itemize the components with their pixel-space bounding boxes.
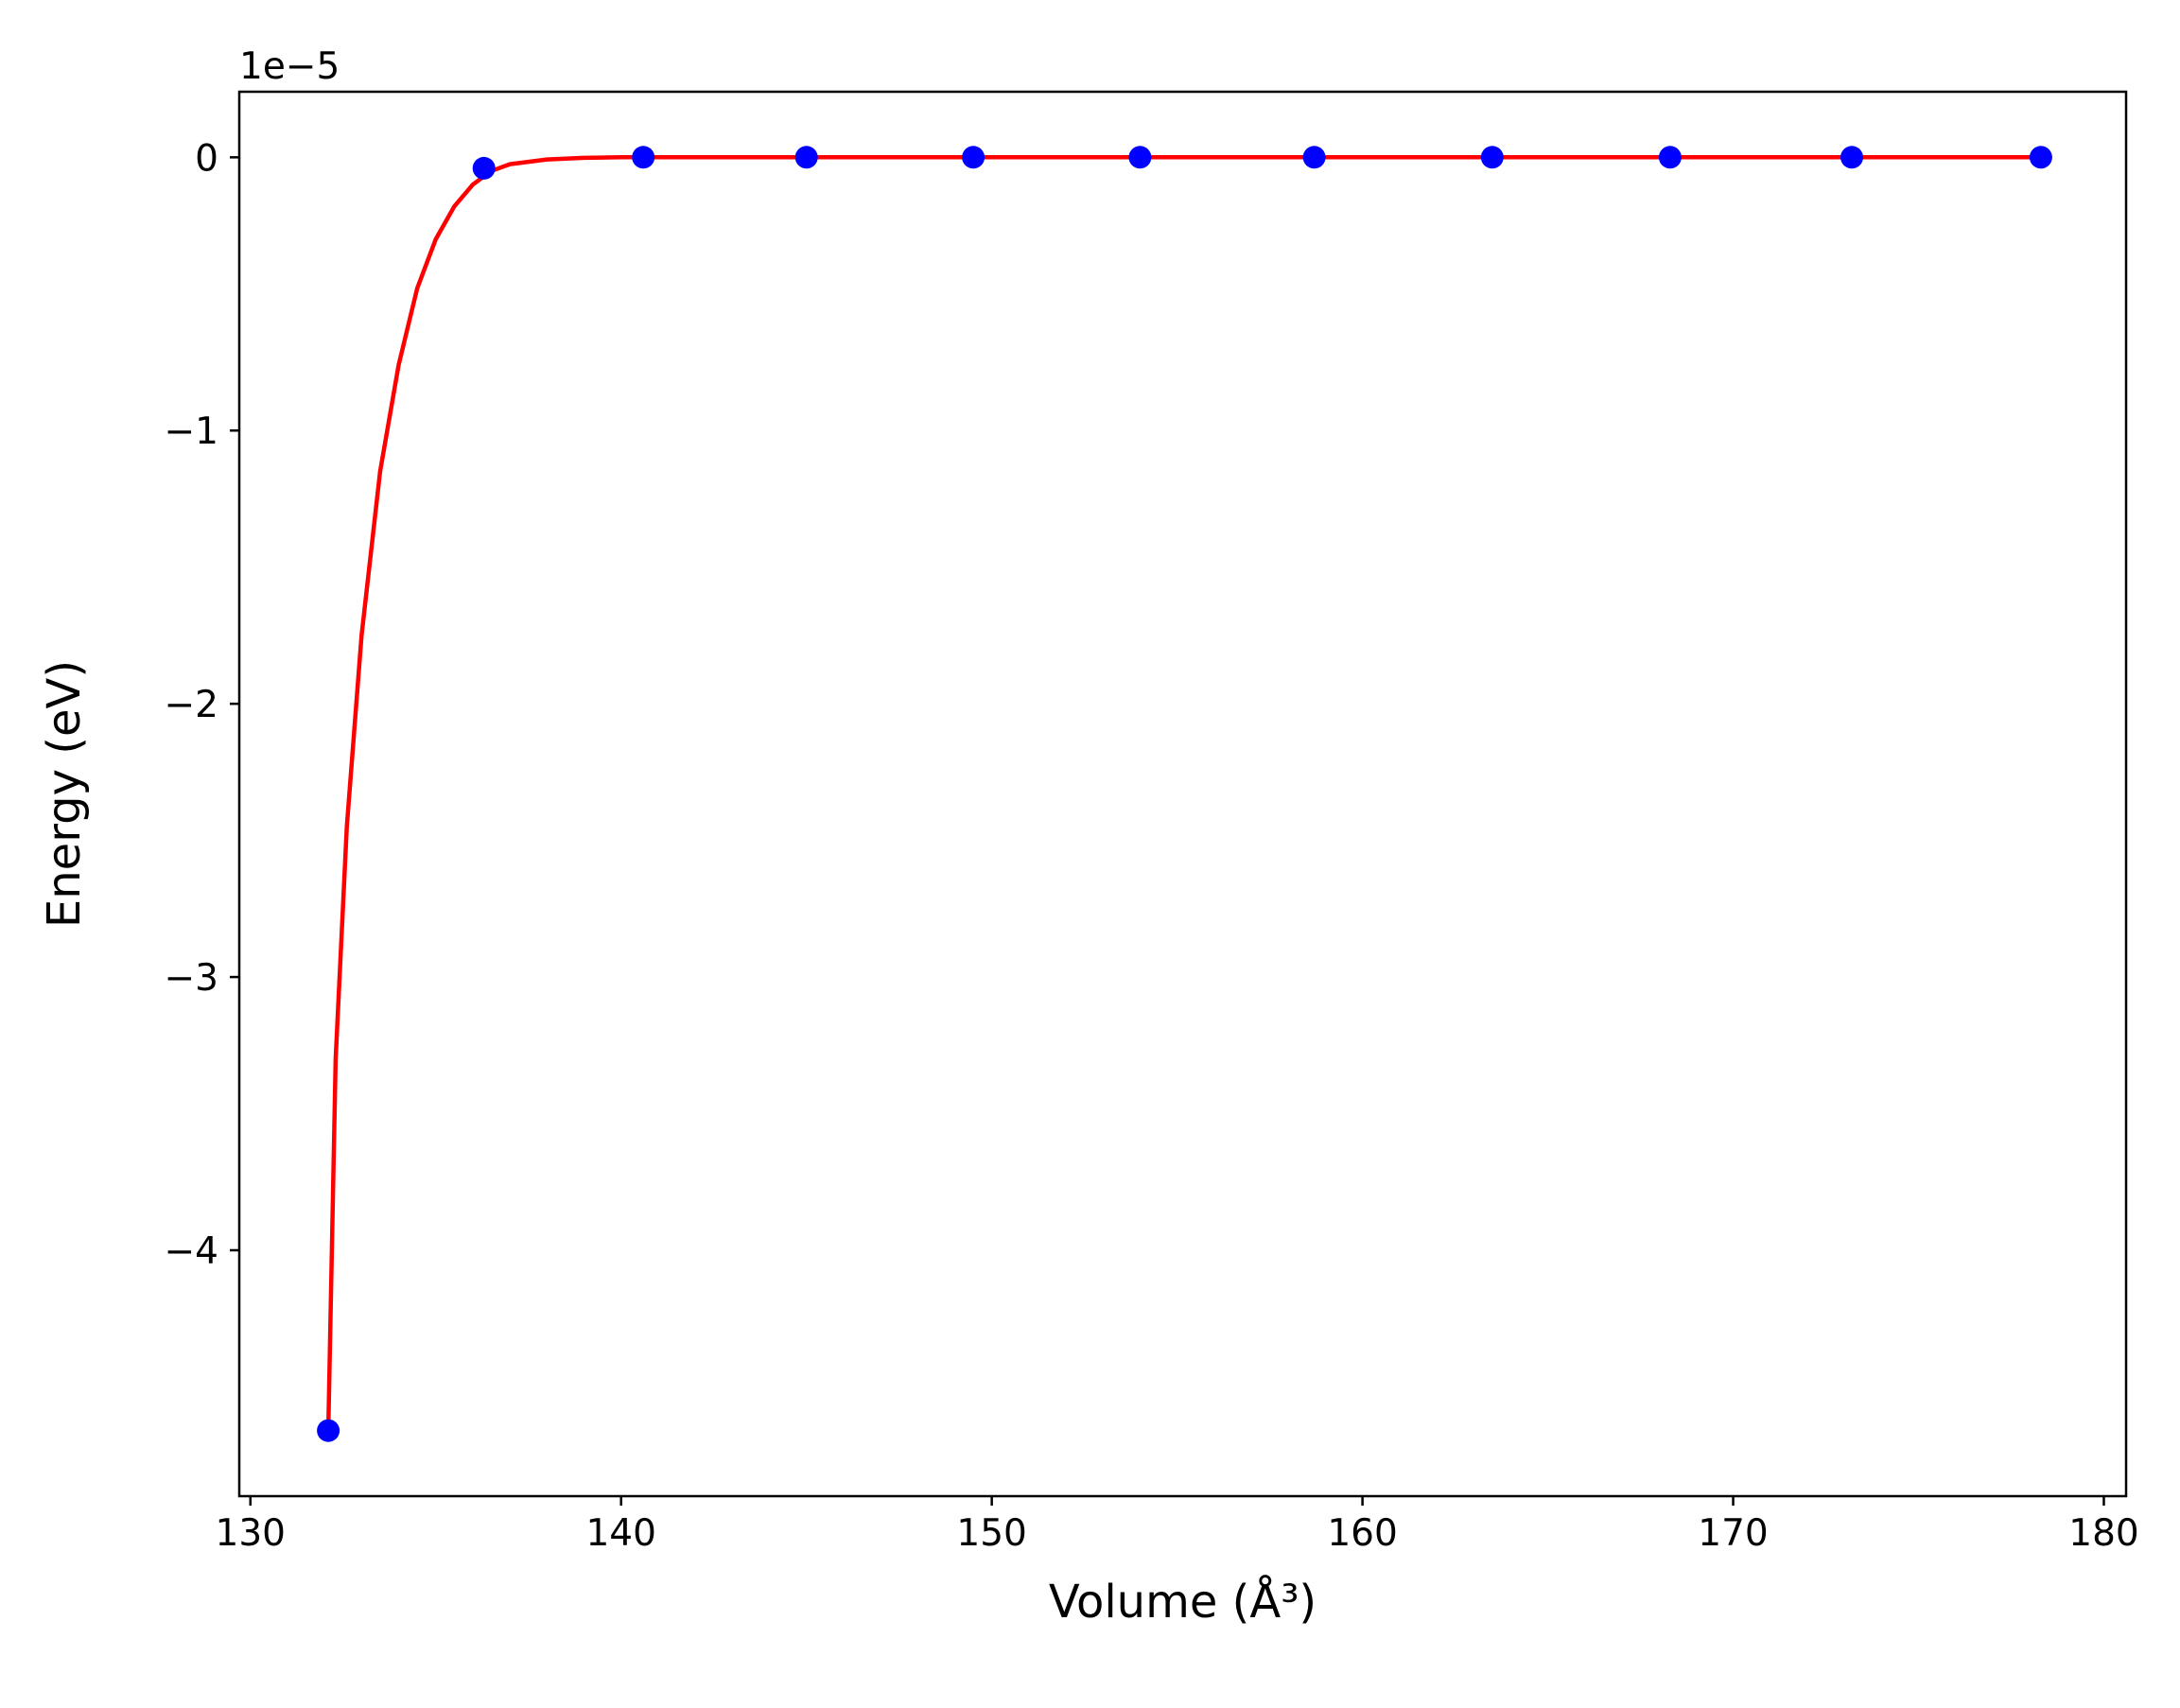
data-point xyxy=(794,146,818,169)
x-tick-label: 150 xyxy=(956,1512,1026,1555)
data-point xyxy=(1658,146,1682,169)
y-tick-label: −3 xyxy=(165,957,219,1000)
y-tick-label: 0 xyxy=(195,137,218,180)
y-tick-label: −2 xyxy=(165,684,219,726)
x-tick-label: 140 xyxy=(585,1512,655,1555)
y-tick-label: −4 xyxy=(165,1230,219,1273)
x-axis-label: Volume (Å³) xyxy=(1049,1575,1317,1629)
y-axis-offset-label: 1e−5 xyxy=(239,45,340,88)
y-axis-label: Energy (eV) xyxy=(38,660,91,928)
data-point xyxy=(1302,146,1326,169)
x-tick-label: 160 xyxy=(1327,1512,1397,1555)
x-axis-ticks: 130 140 150 160 170 180 xyxy=(216,1496,2139,1555)
y-axis-ticks: 0 −1 −2 −3 −4 xyxy=(165,137,239,1273)
x-tick-label: 130 xyxy=(216,1512,286,1555)
data-point xyxy=(1840,146,1863,169)
data-point xyxy=(1128,146,1152,169)
axes-frame xyxy=(237,90,2128,1498)
data-point xyxy=(962,146,985,169)
data-point xyxy=(317,1419,340,1442)
y-tick-label: −1 xyxy=(165,410,219,453)
plot-marks xyxy=(317,146,2052,1442)
data-point xyxy=(1480,146,1504,169)
data-point xyxy=(2029,146,2052,169)
x-tick-label: 180 xyxy=(2068,1512,2138,1555)
data-point xyxy=(632,146,655,169)
data-point xyxy=(472,156,496,180)
x-tick-label: 170 xyxy=(1698,1512,1768,1555)
